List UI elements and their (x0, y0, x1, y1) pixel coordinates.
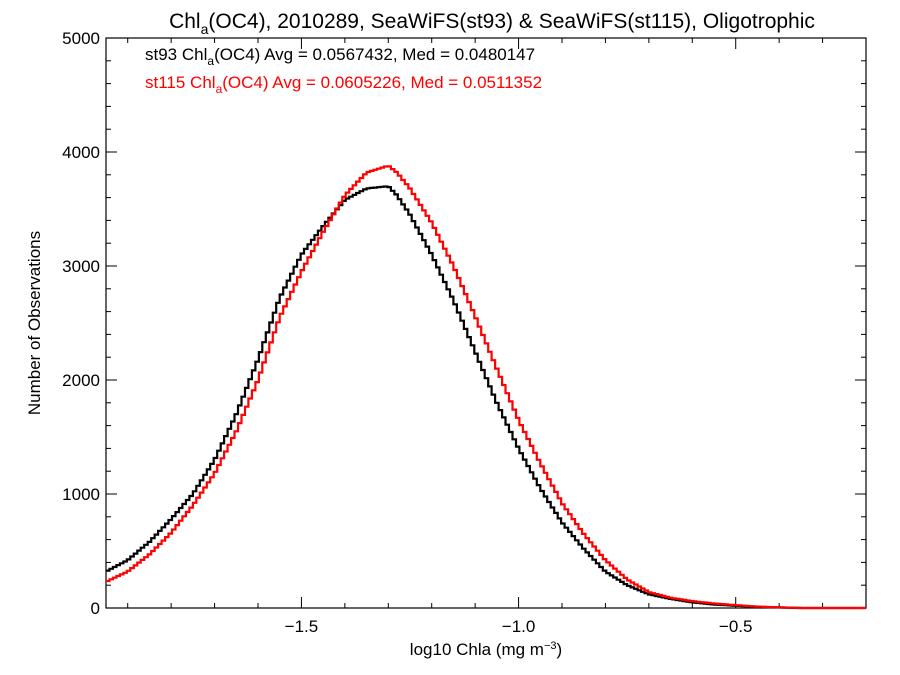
annotation-prefix: st93 Chl (145, 45, 207, 64)
chart-title-rest: (OC4), 2010289, SeaWiFS(st93) & SeaWiFS(… (208, 10, 815, 33)
y-tick-labels: 0 1000 2000 3000 4000 5000 (62, 29, 100, 618)
chart-title-prefix: Chl (169, 10, 201, 33)
y-tick-label: 1000 (62, 485, 100, 504)
y-tick-label: 2000 (62, 371, 100, 390)
plot-frame (105, 37, 867, 609)
annotation-prefix: st115 Chl (145, 73, 216, 92)
annotation-subscript: a (207, 54, 214, 68)
y-tick-label: 0 (91, 599, 100, 618)
x-axis-title-main: log10 Chla (mg m (410, 640, 544, 659)
annotation-line-2: st115 Chla(OC4) Avg = 0.0605226, Med = 0… (145, 73, 542, 96)
x-tick-label: −0.5 (719, 617, 753, 636)
chart-title: Chla(OC4), 2010289, SeaWiFS(st93) & SeaW… (169, 10, 815, 37)
y-tick-label: 4000 (62, 143, 100, 162)
y-tick-label: 3000 (62, 257, 100, 276)
annotation-rest: (OC4) Avg = 0.0605226, Med = 0.0511352 (222, 73, 542, 92)
legend-annotations: st93 Chla(OC4) Avg = 0.0567432, Med = 0.… (145, 45, 542, 96)
y-axis-title: Number of Observations (25, 231, 44, 415)
annotation-rest: (OC4) Avg = 0.0567432, Med = 0.0480147 (214, 45, 535, 64)
annotation-line-1: st93 Chla(OC4) Avg = 0.0567432, Med = 0.… (145, 45, 535, 68)
chart-title-subscript: a (201, 21, 209, 37)
x-axis-title: log10 Chla (mg m−3) (410, 640, 562, 659)
series-line-1 (106, 185, 866, 610)
series-lines (106, 165, 866, 610)
x-axis-title-end: ) (557, 640, 563, 659)
series-line-2 (106, 165, 866, 610)
x-tick-labels: −1.5 −1.0 −0.5 (285, 617, 753, 636)
x-axis-title-superscript: −3 (544, 640, 557, 652)
y-tick-label: 5000 (62, 29, 100, 48)
x-tick-label: −1.0 (502, 617, 536, 636)
x-tick-label: −1.5 (285, 617, 319, 636)
axis-ticks (106, 37, 867, 609)
annotation-subscript: a (216, 82, 223, 96)
